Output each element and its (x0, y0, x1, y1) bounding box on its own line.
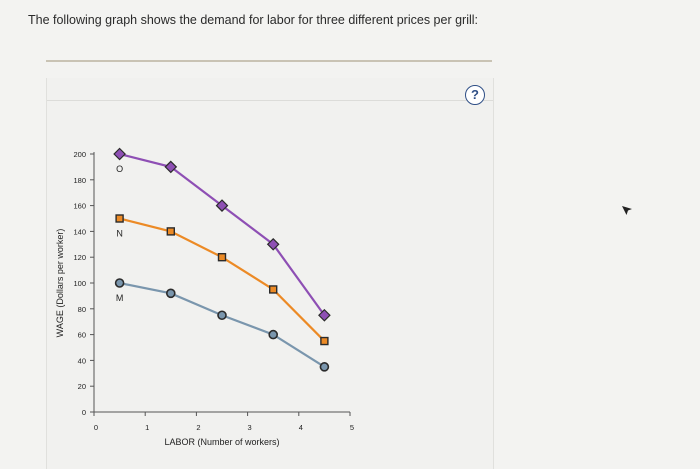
data-point (113, 147, 126, 161)
data-point (217, 252, 227, 262)
data-point (114, 278, 125, 288)
data-point (215, 199, 229, 212)
data-point (318, 308, 331, 322)
data-point (217, 310, 227, 321)
data-point (266, 237, 280, 251)
panel-divider (47, 100, 493, 101)
data-point (320, 336, 329, 346)
series-label: N (116, 229, 123, 239)
data-point (166, 288, 176, 299)
question-text: The following graph shows the demand for… (28, 13, 479, 27)
y-tick-label: 200 (73, 150, 86, 159)
help-icon[interactable]: ? (465, 85, 485, 105)
graph-panel (46, 78, 494, 469)
data-point (166, 227, 176, 236)
x-tick-label: 1 (145, 423, 149, 432)
data-point (319, 362, 330, 372)
series-label: M (116, 293, 124, 303)
series-line-O (119, 152, 326, 316)
data-point (268, 329, 279, 340)
series-line-M (119, 281, 325, 368)
y-tick-label: 60 (78, 331, 86, 340)
x-tick-label: 2 (196, 423, 200, 432)
x-tick-label: 0 (94, 423, 98, 432)
x-tick-label: 3 (248, 423, 252, 432)
y-tick-label: 140 (73, 227, 86, 236)
series-line-N (119, 217, 326, 342)
y-tick-label: 0 (82, 408, 86, 417)
x-tick-label: 5 (350, 423, 354, 432)
data-point (164, 160, 178, 174)
y-tick-label: 120 (73, 253, 86, 262)
y-tick-label: 40 (78, 356, 86, 365)
y-tick-label: 160 (73, 202, 86, 211)
divider (46, 60, 492, 62)
y-axis-label: WAGE (Dollars per worker) (55, 229, 65, 338)
y-tick-label: 100 (73, 279, 86, 288)
x-axis-label: LABOR (Number of workers) (164, 437, 279, 447)
y-tick-label: 180 (73, 176, 86, 185)
cursor-icon (622, 206, 632, 215)
data-point (115, 214, 124, 223)
data-point (269, 285, 278, 294)
y-tick-label: 20 (78, 382, 86, 391)
x-tick-label: 4 (299, 423, 303, 432)
y-tick-label: 80 (78, 305, 86, 314)
series-label: O (116, 164, 123, 174)
